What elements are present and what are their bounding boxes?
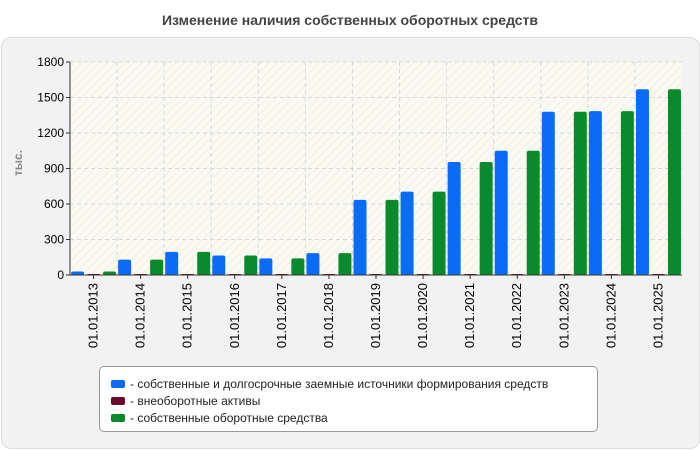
bar-3-01.01.2024[interactable]: [620, 111, 634, 275]
bar-1-01.01.2018[interactable]: [306, 253, 320, 275]
legend-label: - собственные и долгосрочные заемные ист…: [130, 376, 549, 391]
x-tick-label: 01.01.2022: [509, 283, 524, 348]
legend-swatch: [111, 379, 125, 388]
legend: - собственные и долгосрочные заемные ист…: [99, 366, 598, 432]
bar-3-01.01.2013[interactable]: [103, 271, 117, 275]
y-tick-label: 1200: [37, 126, 64, 140]
legend-label: - собственные оборотные средства: [130, 410, 328, 425]
x-tick-label: 01.01.2023: [556, 283, 571, 348]
bar-1-01.01.2025[interactable]: [635, 89, 649, 275]
y-tick-label: 600: [44, 197, 64, 211]
bar-3-01.01.2018[interactable]: [338, 253, 352, 275]
bar-1-01.01.2013[interactable]: [71, 271, 85, 275]
x-tick-label: 01.01.2019: [368, 283, 383, 348]
bar-1-01.01.2020[interactable]: [400, 191, 414, 275]
legend-item[interactable]: - собственные оборотные средства: [111, 409, 597, 426]
bar-1-01.01.2015[interactable]: [165, 251, 179, 275]
bar-3-01.01.2025[interactable]: [667, 89, 681, 275]
bar-3-01.01.2014[interactable]: [150, 259, 164, 275]
x-tick-label: 01.01.2021: [462, 283, 477, 348]
bar-3-01.01.2021[interactable]: [479, 161, 493, 275]
x-tick-label: 01.01.2018: [321, 283, 336, 348]
bar-3-01.01.2023[interactable]: [573, 111, 587, 275]
x-tick-label: 01.01.2013: [86, 283, 101, 348]
y-tick-label: 1500: [37, 91, 64, 105]
x-tick-label: 01.01.2014: [133, 283, 148, 348]
bar-3-01.01.2020[interactable]: [432, 191, 446, 275]
x-tick-label: 01.01.2025: [650, 283, 665, 348]
y-axis-label: тыс.: [11, 150, 25, 176]
bars-group: [71, 89, 681, 275]
x-tick-label: 01.01.2017: [274, 283, 289, 348]
y-tick-label: 0: [57, 268, 64, 282]
x-tick-label: 01.01.2016: [227, 283, 242, 348]
bar-1-01.01.2021[interactable]: [447, 161, 461, 275]
bar-3-01.01.2015[interactable]: [197, 251, 211, 275]
bar-1-01.01.2017[interactable]: [259, 258, 273, 275]
y-tick-label: 1800: [37, 55, 64, 69]
chart-title: Изменение наличия собственных оборотных …: [161, 12, 539, 28]
bar-3-01.01.2017[interactable]: [291, 258, 305, 275]
y-tick-label: 900: [44, 162, 64, 176]
bar-1-01.01.2019[interactable]: [353, 199, 367, 275]
bar-1-01.01.2016[interactable]: [212, 255, 226, 275]
legend-swatch: [111, 396, 125, 405]
y-tick-label: 300: [44, 233, 64, 247]
legend-item[interactable]: - внеоборотные активы: [111, 392, 597, 409]
bar-1-01.01.2024[interactable]: [588, 111, 602, 275]
x-tick-label: 01.01.2015: [180, 283, 195, 348]
legend-label: - внеоборотные активы: [130, 393, 261, 408]
bar-3-01.01.2019[interactable]: [385, 199, 399, 275]
bar-1-01.01.2022[interactable]: [494, 150, 508, 275]
legend-swatch: [111, 413, 125, 422]
bar-1-01.01.2023[interactable]: [541, 111, 555, 275]
bar-1-01.01.2014[interactable]: [118, 259, 132, 275]
legend-item[interactable]: - собственные и долгосрочные заемные ист…: [111, 375, 597, 392]
x-tick-label: 01.01.2020: [415, 283, 430, 348]
x-tick-label: 01.01.2024: [603, 283, 618, 348]
grid-lines: [66, 61, 682, 276]
bar-3-01.01.2022[interactable]: [526, 150, 540, 275]
bar-3-01.01.2016[interactable]: [244, 255, 258, 275]
x-tick-labels: 01.01.2013 01.01.2014 01.01.2015 01.01.2016…: [86, 275, 665, 348]
y-tick-labels: 0 300 600 900 1200 1500 1800: [37, 55, 64, 282]
